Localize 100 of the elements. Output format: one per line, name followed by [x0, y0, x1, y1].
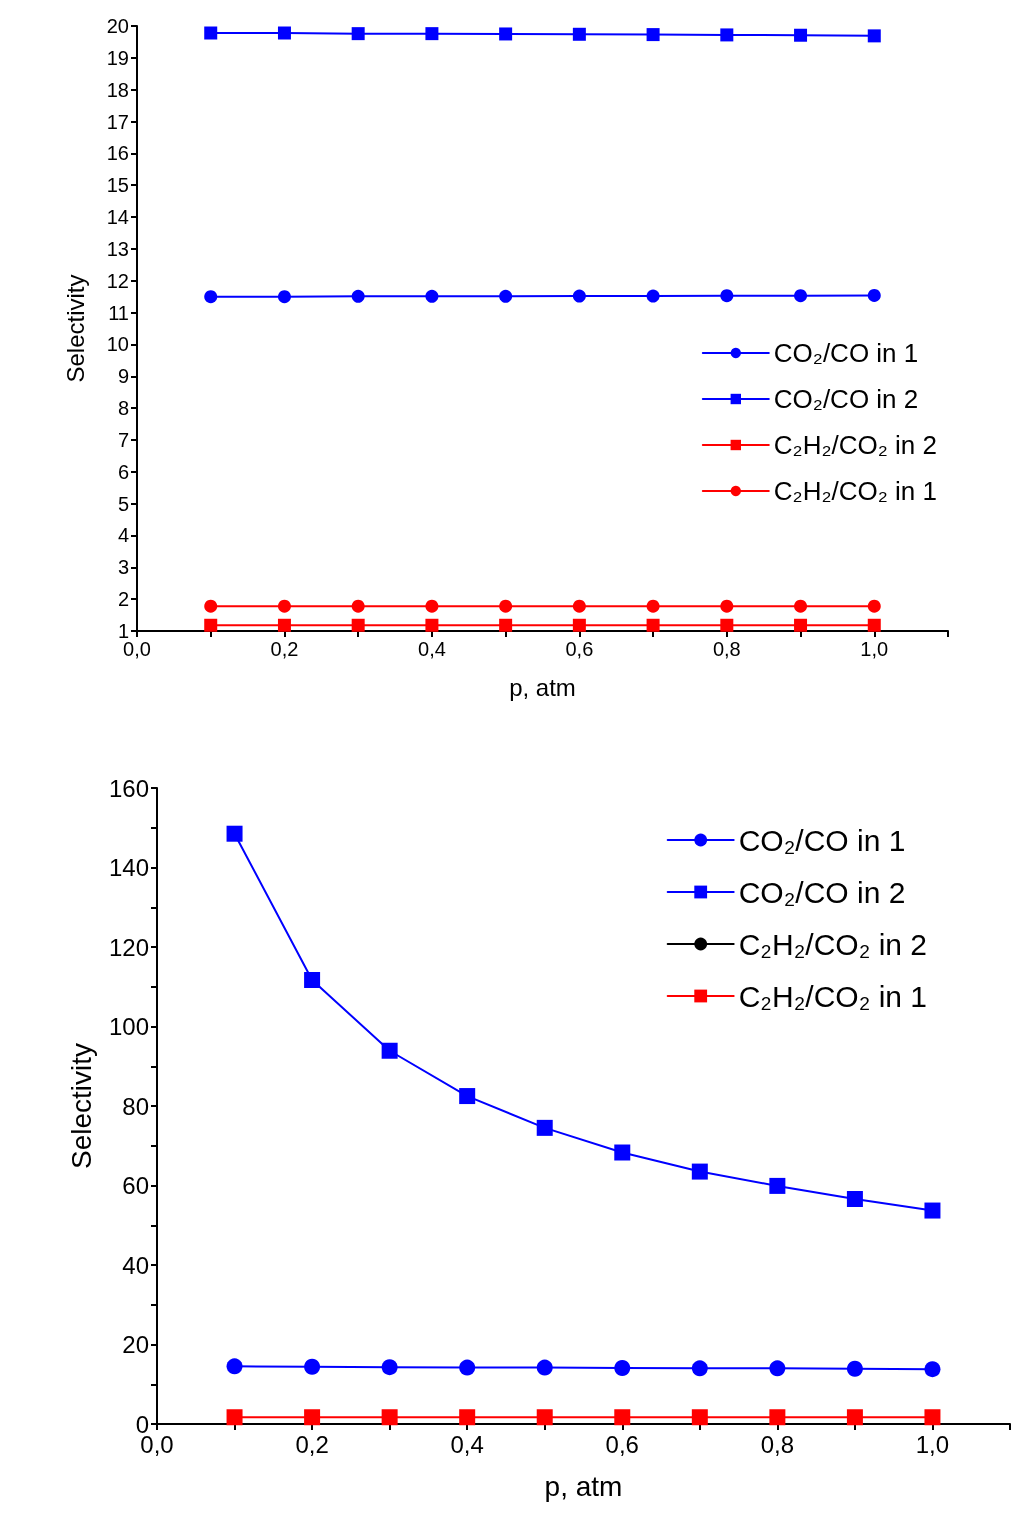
point	[204, 618, 218, 632]
point	[846, 1360, 863, 1377]
legend-label: CO₂/CO in 1	[773, 338, 919, 368]
point	[691, 1409, 708, 1426]
point	[846, 1409, 863, 1426]
point	[794, 28, 808, 42]
point	[499, 599, 513, 613]
point	[204, 599, 218, 613]
point	[499, 27, 513, 41]
point	[204, 26, 218, 40]
y-tick-label: 18	[106, 78, 129, 101]
point	[226, 1358, 243, 1375]
x-tick-label: 1,0	[860, 638, 889, 660]
x-tick-label: 0,8	[760, 1430, 795, 1458]
x-tick-label: 0,6	[605, 1430, 639, 1458]
point	[572, 618, 586, 632]
legend-label: C₂H₂/CO₂ in 2	[773, 430, 937, 460]
y-tick-label: 140	[108, 854, 149, 881]
point	[691, 1163, 708, 1180]
y-tick-label: 10	[106, 333, 129, 356]
point	[351, 27, 365, 41]
point	[304, 1409, 321, 1426]
point	[794, 289, 808, 303]
point	[572, 289, 586, 303]
point	[425, 599, 439, 613]
point	[867, 288, 881, 302]
x-tick-label: 0,2	[295, 1430, 329, 1458]
x-tick-label: 0,6	[565, 638, 594, 660]
x-tick-label: 0,8	[712, 638, 741, 660]
point	[425, 27, 439, 41]
y-tick-label: 100	[108, 1013, 149, 1040]
y-tick-label: 2	[117, 588, 129, 611]
point	[226, 1409, 243, 1426]
point	[277, 26, 291, 40]
point	[614, 1359, 631, 1376]
x-tick-label: 0,4	[450, 1430, 484, 1458]
point	[646, 289, 660, 303]
point	[646, 618, 660, 632]
point	[536, 1409, 553, 1426]
point	[351, 289, 365, 303]
legend-label: CO₂/CO in 2	[738, 875, 906, 909]
y-tick-label: 120	[108, 933, 149, 961]
point	[867, 599, 881, 613]
y-tick-label: 16	[106, 142, 129, 165]
point	[646, 599, 660, 613]
point	[646, 28, 660, 42]
point	[459, 1088, 476, 1105]
point	[204, 290, 218, 304]
y-tick-label: 5	[117, 492, 129, 515]
legend-label: C₂H₂/CO₂ in 2	[738, 927, 928, 961]
point	[769, 1409, 786, 1426]
legend-label: C₂H₂/CO₂ in 1	[773, 476, 937, 506]
y-tick-label: 13	[106, 237, 129, 260]
y-tick-label: 9	[117, 365, 129, 388]
point	[277, 599, 291, 613]
point	[381, 1409, 398, 1426]
point	[381, 1042, 398, 1059]
point	[720, 28, 734, 42]
y-tick-label: 20	[106, 15, 129, 37]
point	[720, 618, 734, 632]
legend-label: C₂H₂/CO₂ in 1	[738, 979, 928, 1013]
y-tick-label: 160	[108, 774, 149, 802]
point	[499, 289, 513, 303]
point	[351, 618, 365, 632]
point	[867, 618, 881, 632]
point	[614, 1144, 631, 1161]
point	[381, 1359, 398, 1376]
y-tick-label: 6	[117, 460, 129, 483]
point	[304, 971, 321, 988]
point	[720, 599, 734, 613]
point	[924, 1361, 941, 1378]
y-axis-title: Selectivity	[65, 1042, 97, 1170]
point	[769, 1177, 786, 1194]
point	[924, 1409, 941, 1426]
x-tick-label: 0,4	[418, 638, 446, 660]
x-axis-title: p, atm	[544, 1470, 623, 1502]
y-tick-label: 3	[117, 556, 129, 579]
y-tick-label: 80	[122, 1092, 149, 1120]
y-tick-label: 8	[117, 397, 129, 420]
point	[277, 618, 291, 632]
point	[572, 27, 586, 41]
y-tick-label: 14	[106, 206, 129, 229]
point	[867, 29, 881, 43]
point	[499, 618, 513, 632]
y-tick-label: 17	[106, 110, 129, 133]
point	[304, 1358, 321, 1375]
point	[459, 1359, 476, 1376]
point	[425, 289, 439, 303]
y-tick-label: 20	[122, 1331, 149, 1358]
point	[924, 1202, 941, 1219]
point	[536, 1359, 553, 1376]
point	[794, 618, 808, 632]
point	[614, 1409, 631, 1426]
x-axis-title: p, atm	[509, 673, 576, 701]
y-tick-label: 19	[106, 46, 129, 69]
x-tick-label: 0,2	[270, 638, 299, 660]
point	[691, 1360, 708, 1377]
y-tick-label: 15	[106, 174, 129, 197]
legend-label: CO₂/CO in 2	[773, 384, 919, 414]
point	[846, 1191, 863, 1208]
